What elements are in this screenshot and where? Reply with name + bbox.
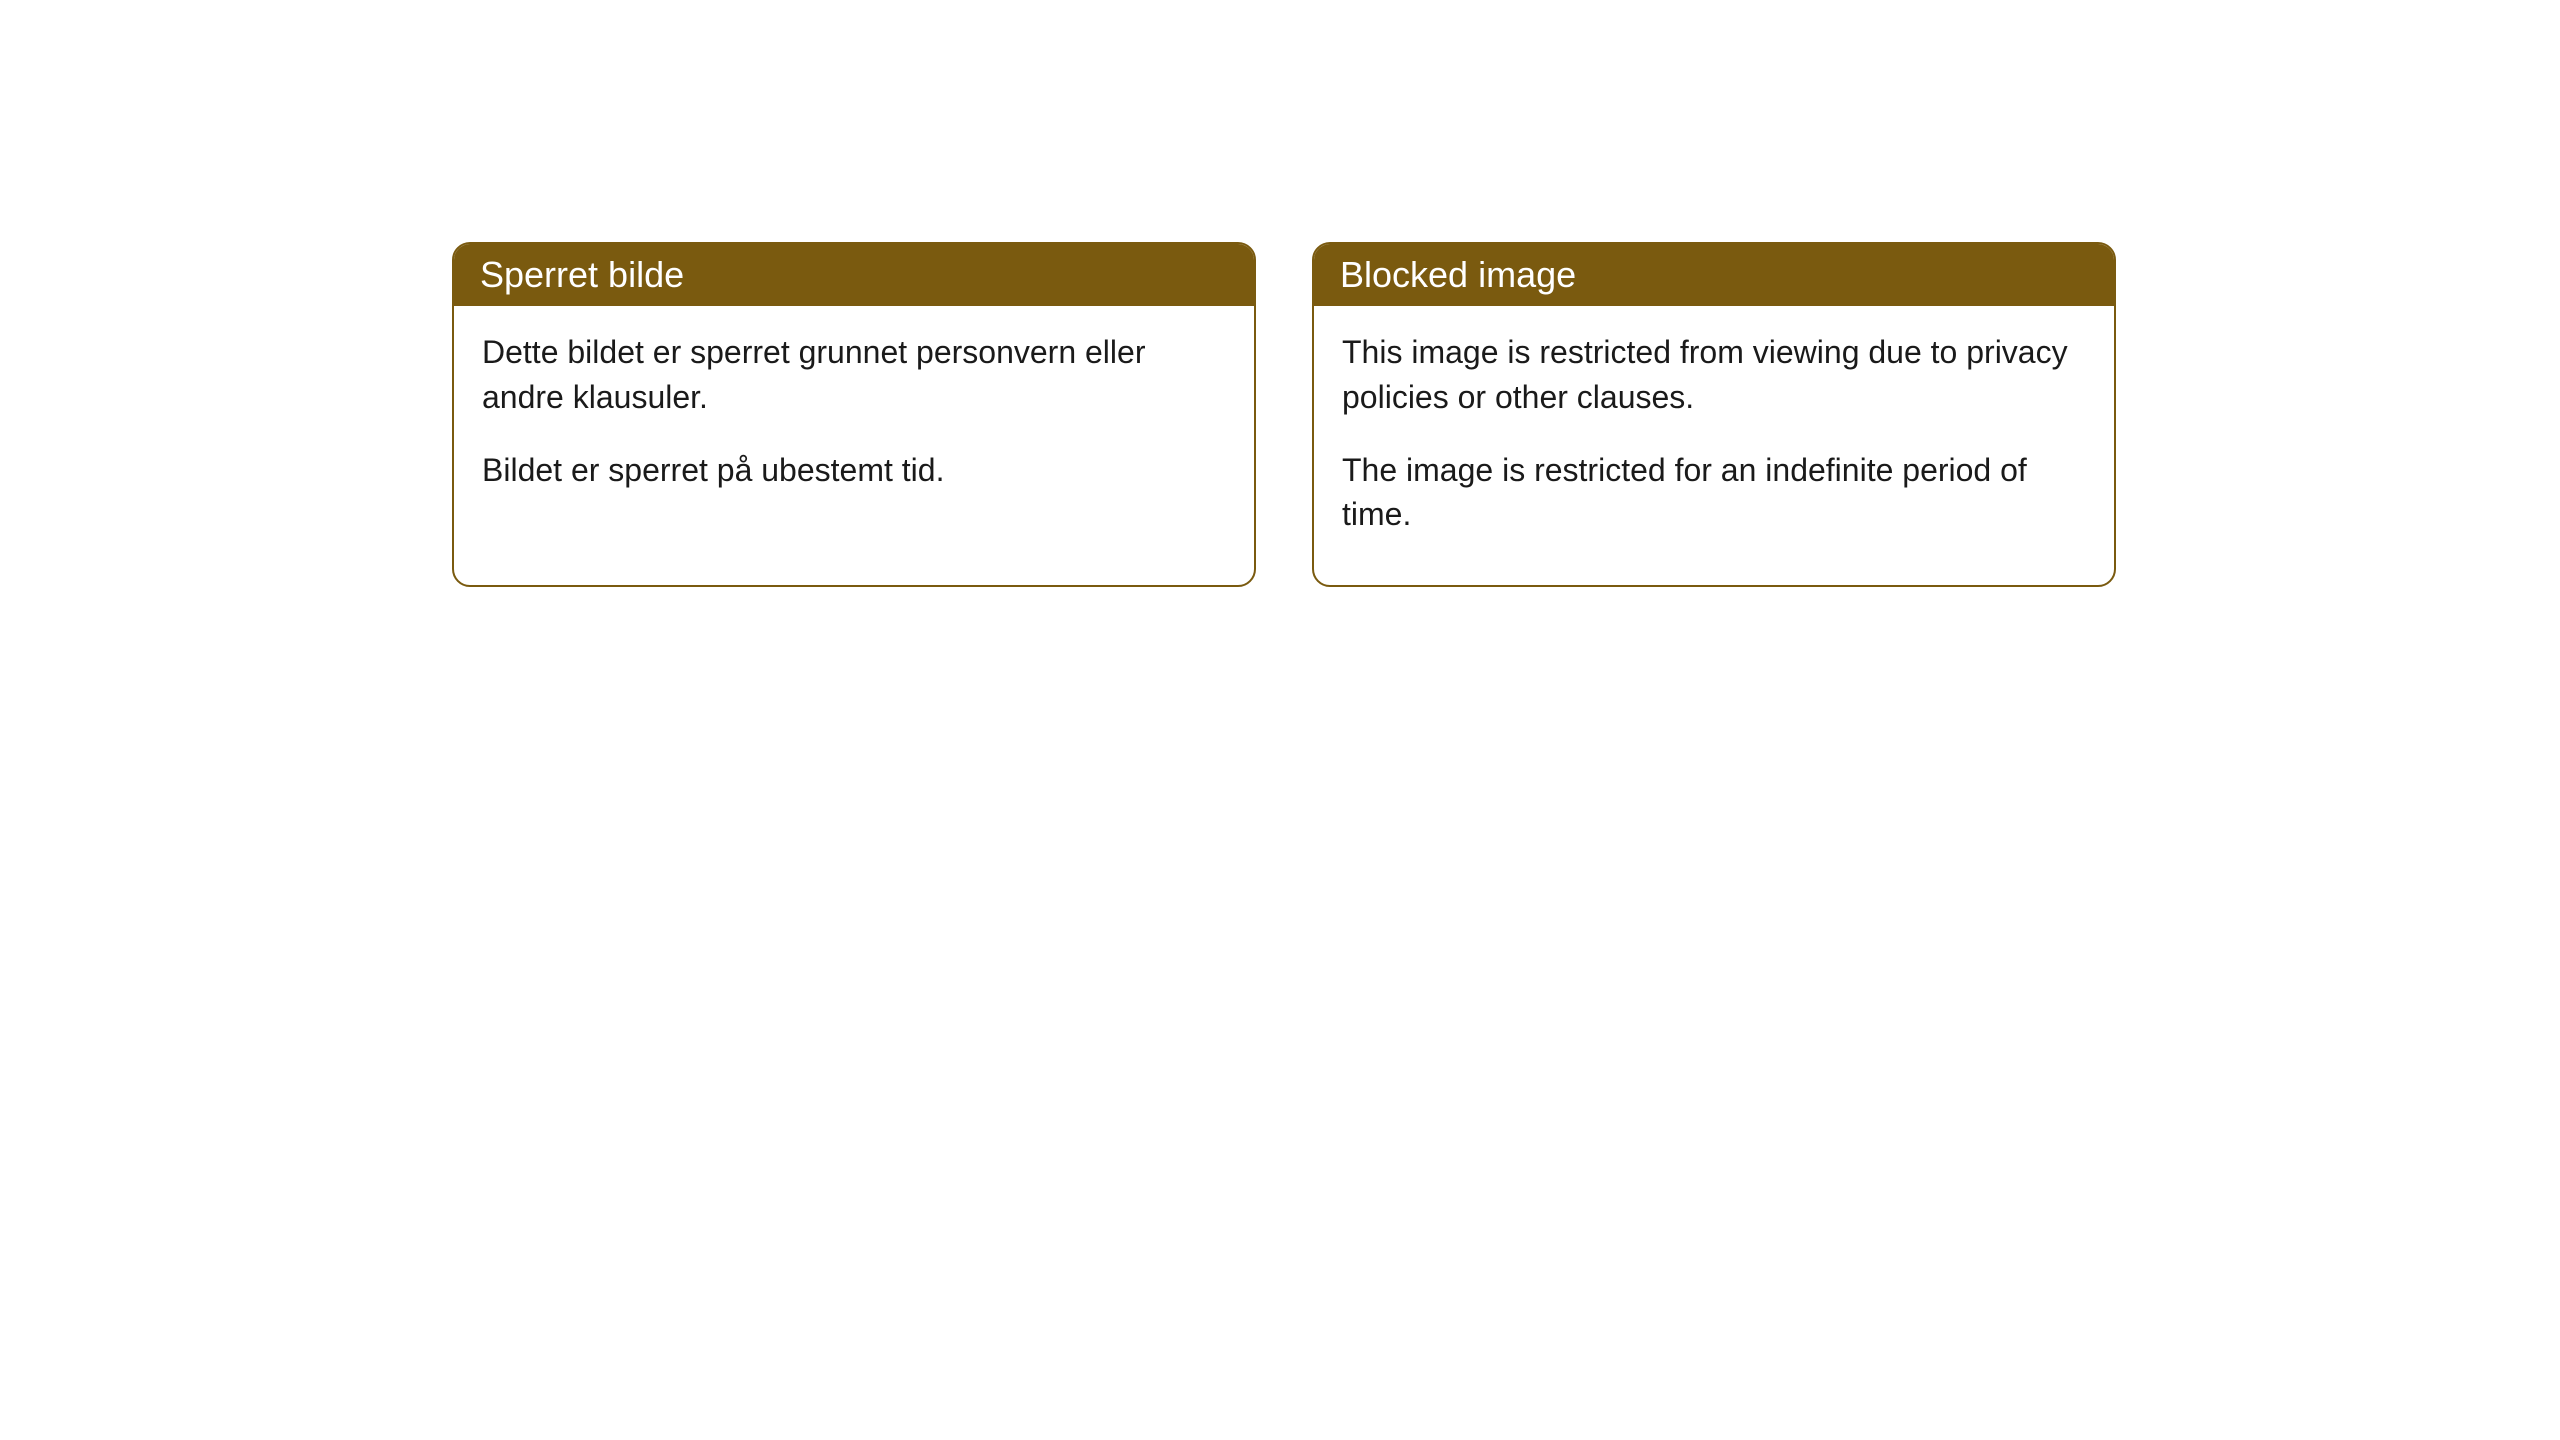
card-paragraph: This image is restricted from viewing du… <box>1342 330 2086 420</box>
card-paragraph: Dette bildet er sperret grunnet personve… <box>482 330 1226 420</box>
card-title: Sperret bilde <box>480 254 684 295</box>
card-paragraph: The image is restricted for an indefinit… <box>1342 448 2086 538</box>
card-header: Blocked image <box>1314 244 2114 306</box>
card-paragraph: Bildet er sperret på ubestemt tid. <box>482 448 1226 493</box>
card-body: This image is restricted from viewing du… <box>1314 306 2114 585</box>
notice-card-english: Blocked image This image is restricted f… <box>1312 242 2116 587</box>
card-body: Dette bildet er sperret grunnet personve… <box>454 306 1254 540</box>
notice-card-norwegian: Sperret bilde Dette bildet er sperret gr… <box>452 242 1256 587</box>
notice-cards-container: Sperret bilde Dette bildet er sperret gr… <box>452 242 2116 587</box>
card-header: Sperret bilde <box>454 244 1254 306</box>
card-title: Blocked image <box>1340 254 1576 295</box>
